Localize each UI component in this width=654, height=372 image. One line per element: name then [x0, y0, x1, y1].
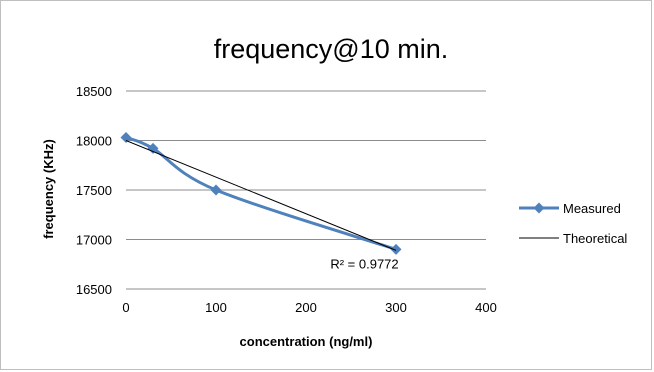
data-point — [120, 132, 132, 144]
x-axis-label: concentration (ng/ml) — [240, 334, 373, 349]
r-squared-annotation: R² = 0.9772 — [330, 256, 398, 271]
data-point — [390, 243, 402, 255]
legend: Measured Theoretical — [519, 201, 627, 246]
series-layer — [120, 132, 402, 255]
x-tick-label: 0 — [122, 300, 129, 315]
y-tick-label: 18500 — [76, 84, 112, 99]
x-tick-label: 400 — [475, 300, 497, 315]
gridlines — [126, 90, 486, 240]
legend-marker — [533, 202, 545, 214]
y-tick-label: 17000 — [76, 233, 112, 248]
legend-label: Theoretical — [563, 231, 627, 246]
y-tick-label: 16500 — [76, 282, 112, 297]
data-point — [210, 184, 222, 196]
chart-title: frequency@10 min. — [214, 34, 449, 64]
legend-label: Measured — [563, 201, 621, 216]
x-tick-label: 100 — [205, 300, 227, 315]
annotations: R² = 0.9772 — [330, 256, 398, 271]
x-tick-labels: 0 100 200 300 400 — [122, 300, 496, 315]
y-tick-label: 17500 — [76, 183, 112, 198]
series-line-measured — [125, 136, 397, 251]
y-axis-label: frequency (KHz) — [41, 139, 56, 239]
y-tick-label: 18000 — [76, 134, 112, 149]
y-tick-labels: 16500 17000 17500 18000 18500 — [76, 84, 112, 297]
x-tick-label: 200 — [295, 300, 317, 315]
x-tick-label: 300 — [385, 300, 407, 315]
data-point — [147, 142, 159, 154]
series-line-theoretical — [125, 140, 397, 251]
